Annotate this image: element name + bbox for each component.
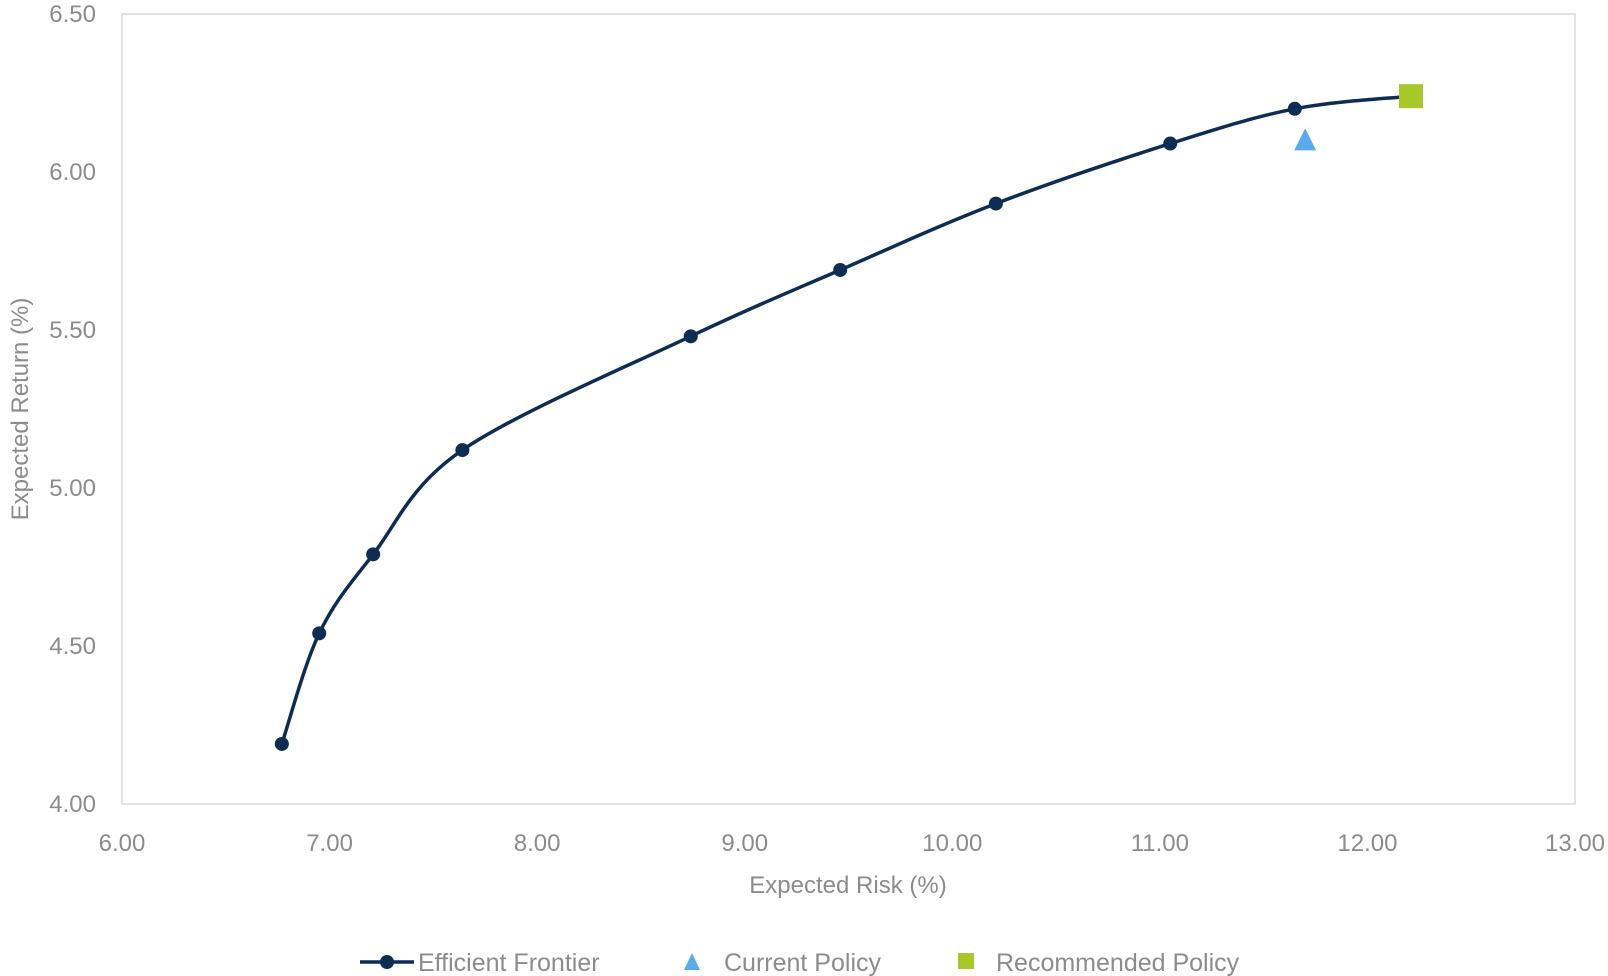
legend-label-recommended-policy: Recommended Policy [996,949,1240,976]
plot-area-border [121,13,1576,805]
legend-marker-recommended-policy [958,953,974,969]
frontier-point [274,736,289,751]
legend-item-recommended-policy: Recommended Policy [958,949,1240,976]
x-tick-label: 8.00 [514,830,561,857]
x-tick-label: 9.00 [721,830,768,857]
legend-label-current-policy: Current Policy [724,949,881,976]
x-axis-ticks: 6.00 7.00 8.00 9.00 10.00 11.00 12.00 13.00 [99,830,1605,857]
y-axis-title: Expected Return (%) [7,298,34,521]
current-policy-point [1294,128,1317,151]
frontier-point [455,443,470,458]
y-tick-label: 6.50 [49,1,96,28]
efficient-frontier-line [280,94,1412,745]
x-tick-label: 13.00 [1545,830,1605,857]
x-tick-label: 11.00 [1131,830,1189,857]
y-tick-label: 5.00 [49,475,96,502]
current-policy-points [1294,128,1317,151]
recommended-policy-point [1399,84,1424,109]
y-tick-label: 4.00 [49,791,96,818]
y-tick-label: 5.50 [49,317,96,344]
x-tick-label: 6.00 [99,830,146,857]
recommended-policy-points [1399,84,1424,109]
frontier-point [833,262,848,277]
frontier-point [988,196,1003,211]
legend-label-efficient-frontier: Efficient Frontier [418,949,600,976]
y-tick-label: 6.00 [49,159,96,186]
legend-item-efficient-frontier: Efficient Frontier [360,949,600,976]
legend-marker-efficient-frontier [380,955,394,969]
legend-item-current-policy: Current Policy [684,949,881,976]
frontier-point [312,626,327,641]
x-axis-title: Expected Risk (%) [749,872,946,899]
y-axis-ticks: 4.00 4.50 5.00 5.50 6.00 6.50 [49,1,96,818]
efficient-frontier-points [274,89,1419,751]
frontier-point [1287,101,1302,116]
frontier-point [683,329,698,344]
x-tick-label: 12.00 [1337,830,1397,857]
legend: Efficient Frontier Current Policy Recomm… [360,949,1240,976]
legend-marker-current-policy [684,953,700,970]
frontier-point [366,547,381,562]
x-tick-label: 10.00 [922,830,982,857]
x-tick-label: 7.00 [306,830,353,857]
y-tick-label: 4.50 [49,633,96,660]
frontier-point [1163,136,1178,151]
